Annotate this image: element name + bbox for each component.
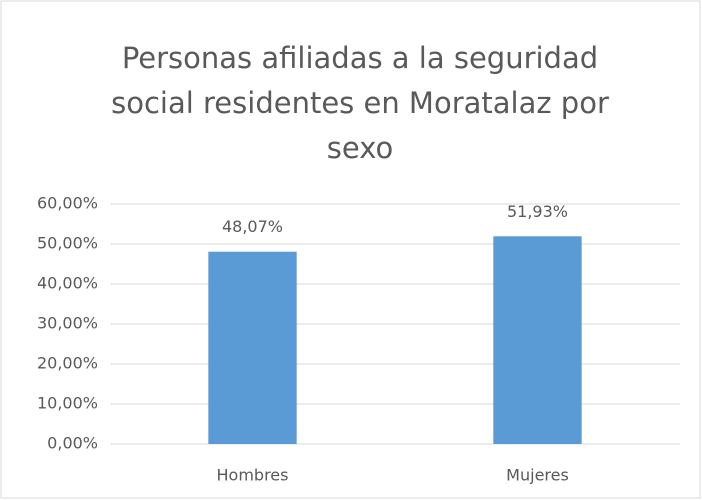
y-tick-label: 10,00% bbox=[37, 394, 98, 413]
x-tick-label: Hombres bbox=[217, 466, 289, 485]
bar bbox=[208, 251, 297, 444]
bar bbox=[493, 236, 582, 444]
x-tick-label: Mujeres bbox=[506, 466, 569, 485]
y-tick-label: 20,00% bbox=[37, 354, 98, 373]
chart-title: Personas afiliadas a la seguridad social… bbox=[111, 41, 609, 165]
y-tick-label: 60,00% bbox=[37, 194, 98, 213]
y-tick-label: 40,00% bbox=[37, 274, 98, 293]
y-tick-label: 0,00% bbox=[47, 434, 98, 453]
data-label: 48,07% bbox=[222, 217, 283, 236]
y-tick-label: 50,00% bbox=[37, 234, 98, 253]
data-label: 51,93% bbox=[507, 202, 568, 221]
y-tick-label: 30,00% bbox=[37, 314, 98, 333]
